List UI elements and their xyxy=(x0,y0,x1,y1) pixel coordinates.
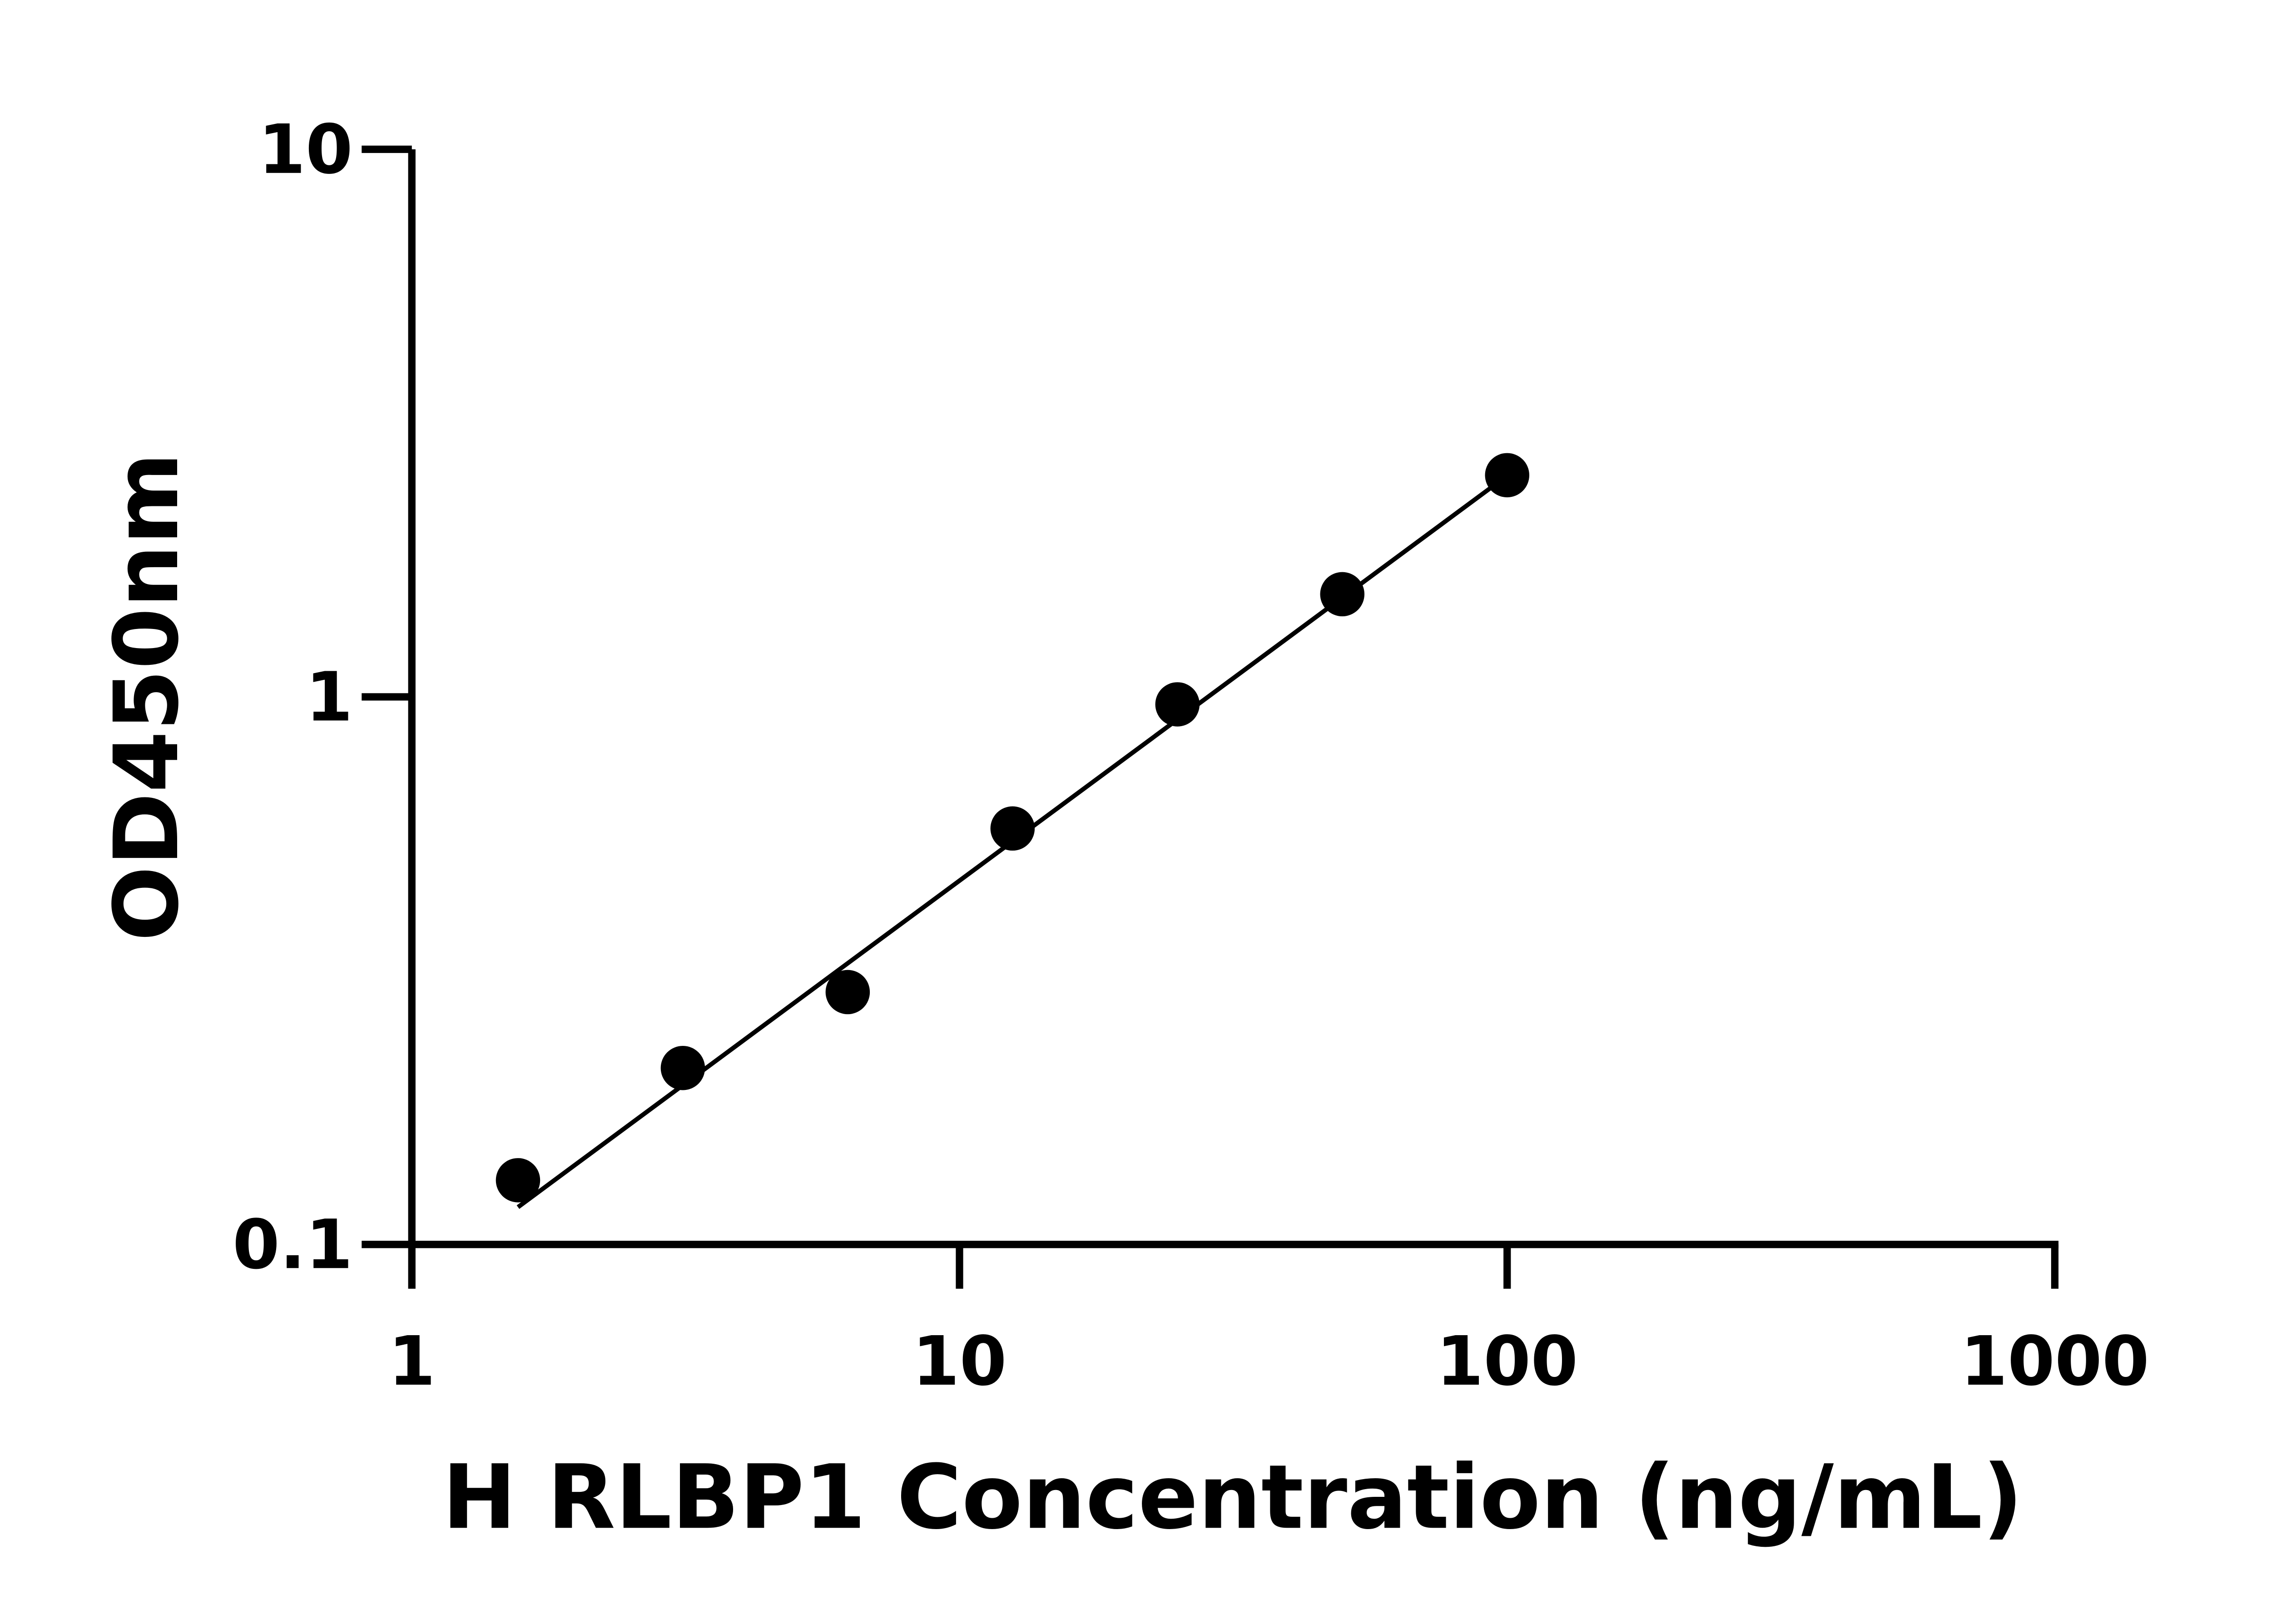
x-tick-label: 10 xyxy=(912,1322,1007,1401)
y-axis-title: OD450nm xyxy=(95,452,198,941)
data-point xyxy=(1155,682,1200,727)
x-tick-label: 100 xyxy=(1436,1322,1578,1401)
data-point xyxy=(1485,453,1529,498)
x-axis-title: H RLBP1 Concentration (ng/mL) xyxy=(442,1446,2023,1549)
y-tick-label: 1 xyxy=(306,658,353,737)
x-tick-label: 1000 xyxy=(1960,1322,2149,1401)
data-point xyxy=(990,806,1035,851)
data-point xyxy=(660,1045,705,1090)
data-point xyxy=(496,1158,540,1203)
y-tick-label: 0.1 xyxy=(233,1205,353,1284)
x-tick-label: 1 xyxy=(388,1322,436,1401)
y-tick-label: 10 xyxy=(258,110,353,189)
data-points xyxy=(496,453,1529,1203)
axes: 0.1 1 10 1 10 100 1000 xyxy=(233,110,2149,1401)
data-point xyxy=(825,970,870,1015)
data-point xyxy=(1320,572,1365,617)
